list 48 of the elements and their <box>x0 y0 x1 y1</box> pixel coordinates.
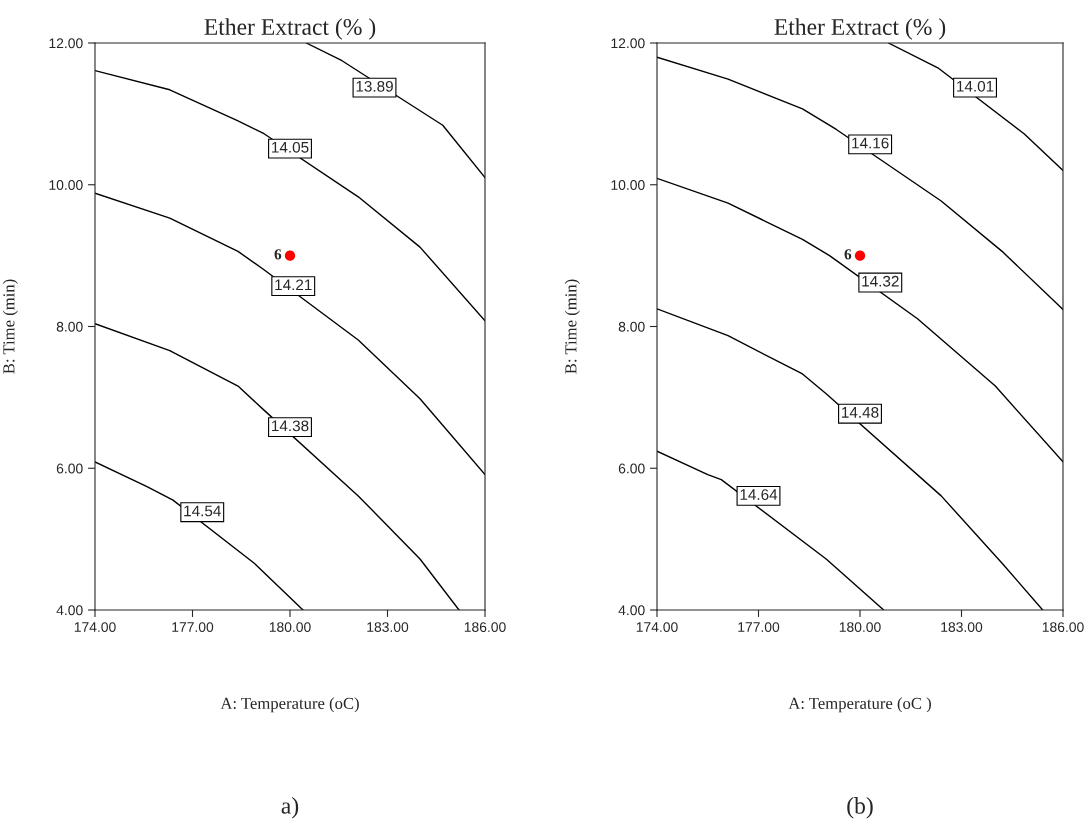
line-series <box>95 192 485 476</box>
x-tick-label: 174.00 <box>74 622 116 633</box>
line-series <box>95 461 304 610</box>
annotation: 14.54 <box>184 505 221 517</box>
annotation: 14.05 <box>272 141 309 153</box>
line-series <box>657 308 1044 610</box>
y-tick-label: 8.00 <box>618 321 645 332</box>
y-tick-label: 12.00 <box>49 38 83 49</box>
annotation: 14.21 <box>275 279 312 291</box>
annotation: 13.89 <box>356 80 393 92</box>
annotation: 6 <box>844 249 852 260</box>
y-axis-title: B: Time (min) <box>564 279 580 374</box>
text: a) <box>281 797 299 819</box>
y-tick-label: 12.00 <box>611 38 645 49</box>
chart-title: Ether Extract (% ) <box>204 18 376 40</box>
line-series <box>95 322 460 610</box>
annotation: 14.01 <box>957 80 994 92</box>
x-tick-label: 177.00 <box>172 622 214 633</box>
line-series <box>657 56 1063 311</box>
x-tick-label: 177.00 <box>738 622 780 633</box>
y-tick-label: 4.00 <box>618 605 645 616</box>
annotation: 14.48 <box>842 406 879 418</box>
text: (b) <box>847 797 873 819</box>
y-axis-title: B: Time (min) <box>2 279 18 374</box>
x-tick-label: 183.00 <box>367 622 409 633</box>
annotation: 14.64 <box>740 489 778 500</box>
annotation: 14.16 <box>852 137 889 149</box>
y-tick-label: 10.00 <box>611 180 645 190</box>
y-tick-label: 10.00 <box>49 180 83 190</box>
chart-title: Ether Extract (% ) <box>774 18 946 40</box>
x-tick-label: 183.00 <box>941 622 983 633</box>
x-axis-title: A: Temperature (oC ) <box>788 697 931 713</box>
x-axis-title: A: Temperature (oC) <box>220 697 359 713</box>
line-series <box>657 450 885 610</box>
annotation: 6 <box>274 249 282 260</box>
annotation: 14.38 <box>272 420 309 432</box>
x-tick-label: 180.00 <box>269 622 311 633</box>
y-tick-label: 6.00 <box>56 463 83 474</box>
y-tick-label: 4.00 <box>56 605 83 616</box>
y-tick-label: 6.00 <box>618 463 645 474</box>
x-tick-label: 180.00 <box>839 622 881 633</box>
line-series <box>657 177 1063 463</box>
y-tick-label: 8.00 <box>56 321 83 332</box>
x-tick-label: 186.00 <box>1042 622 1084 633</box>
line-series <box>95 69 485 322</box>
x-tick-label: 174.00 <box>636 622 678 633</box>
x-tick-label: 186.00 <box>464 622 506 633</box>
annotation: 14.32 <box>862 275 899 287</box>
